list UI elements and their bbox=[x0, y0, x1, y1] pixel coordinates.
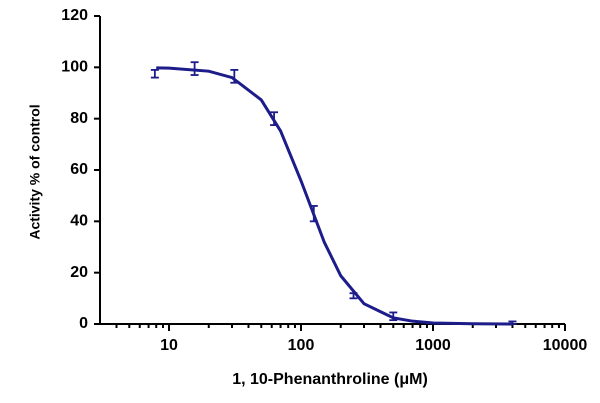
error-bar bbox=[508, 320, 517, 325]
x-axis-label: 1, 10-Phenanthroline (μM) bbox=[232, 371, 428, 388]
error-bar bbox=[389, 311, 398, 322]
error-bar bbox=[270, 111, 279, 126]
x-tick-label: 100 bbox=[288, 337, 315, 354]
x-tick-label: 10 bbox=[160, 337, 178, 354]
error-bar bbox=[230, 69, 239, 84]
y-tick-label: 20 bbox=[70, 264, 88, 281]
error-bar bbox=[190, 61, 199, 76]
y-tick-label: 0 bbox=[79, 315, 88, 332]
y-tick-label: 60 bbox=[70, 161, 88, 178]
x-tick-label: 1000 bbox=[415, 337, 451, 354]
y-tick-label: 40 bbox=[70, 213, 88, 230]
x-tick-label: 10000 bbox=[543, 337, 588, 354]
fit-curve bbox=[156, 66, 513, 326]
y-tick-label: 80 bbox=[70, 110, 88, 127]
y-axis-label: Activity % of control bbox=[27, 104, 43, 239]
y-tick-label: 120 bbox=[61, 7, 88, 24]
y-tick-label: 100 bbox=[61, 59, 88, 76]
error-bar bbox=[309, 205, 318, 223]
error-bar bbox=[349, 292, 358, 300]
error-bar bbox=[150, 69, 159, 79]
